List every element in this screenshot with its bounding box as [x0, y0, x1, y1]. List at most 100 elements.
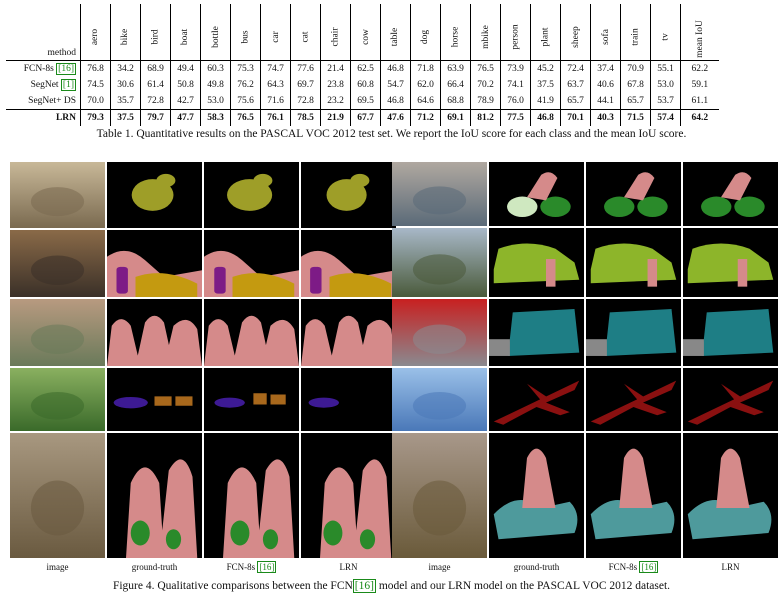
iou-cell: 50.8 [170, 77, 201, 93]
mean-iou-cell: 64.2 [679, 109, 719, 126]
left-people-fcn8s [204, 299, 299, 366]
right-cyclist-image [392, 162, 487, 226]
figure-caption-cite[interactable]: [16] [352, 579, 376, 593]
iou-cell: 71.8 [410, 60, 441, 77]
left-bikers-lrn [301, 433, 396, 558]
iou-cell: 30.6 [110, 77, 141, 93]
iou-cell: 57.4 [650, 109, 681, 126]
iou-cell: 71.2 [410, 109, 441, 126]
iou-cell: 74.1 [500, 77, 531, 93]
right-aeroplane-image [392, 368, 487, 431]
citation-link[interactable]: [16] [56, 63, 76, 75]
class-header-sofa: sofa [590, 4, 621, 61]
class-header-label: bird [150, 29, 161, 45]
left-bikers-image [10, 433, 105, 558]
iou-cell: 60.8 [350, 77, 381, 93]
iou-cell: 73.9 [500, 60, 531, 77]
iou-cell: 78.9 [470, 93, 501, 110]
mean-iou-header-label: mean IoU [694, 20, 705, 58]
class-header-sheep: sheep [560, 4, 591, 61]
figure-caption: Figure 4. Qualitative comparisons betwee… [0, 579, 783, 593]
column-label: image [392, 562, 487, 572]
iou-cell: 58.3 [200, 109, 231, 126]
column-label-text: FCN-8s [226, 562, 256, 572]
citation-link[interactable]: [16] [639, 561, 659, 573]
class-header-train: train [620, 4, 651, 61]
class-header-label: boat [180, 28, 191, 46]
iou-cell: 61.4 [140, 77, 171, 93]
iou-cell: 53.0 [200, 93, 231, 110]
iou-cell: 77.6 [290, 60, 321, 77]
right-aeroplane-lrn [683, 368, 778, 431]
class-header-label: cow [360, 29, 371, 45]
left-dining-table-image [10, 230, 105, 297]
iou-cell: 78.5 [290, 109, 321, 126]
table-row: FCN-8s [16] 76.8 34.2 68.9 49.4 60.3 75.3 74.7 7… [6, 60, 719, 77]
iou-cell: 23.2 [320, 93, 351, 110]
column-label-text: FCN-8s [608, 562, 638, 572]
citation-link[interactable]: [16] [257, 561, 277, 573]
table-header-row: method aero bike bird boat bottle bus car cat ch… [6, 4, 719, 61]
iou-cell: 47.6 [380, 109, 411, 126]
right-aeroplane-ground-truth [489, 368, 584, 431]
method-name: FCN-8s [23, 64, 54, 74]
left-people-image [10, 299, 105, 366]
column-label-text: ground-truth [513, 562, 560, 572]
iou-cell: 69.5 [350, 93, 381, 110]
iou-cell: 53.7 [650, 93, 681, 110]
left-cows-lrn [301, 368, 396, 431]
left-bird-image [10, 162, 105, 228]
class-header-person: person [500, 4, 531, 61]
iou-cell: 34.2 [110, 60, 141, 77]
figure-caption-pre: Figure 4. Qualitative comparisons betwee… [112, 580, 353, 592]
column-label-text: image [428, 562, 451, 572]
class-header-horse: horse [440, 4, 471, 61]
table-caption: Table 1. Quantitative results on the PAS… [96, 128, 687, 140]
results-table-container: method aero bike bird boat bottle bus car cat ch… [0, 0, 783, 126]
iou-cell: 49.8 [200, 77, 231, 93]
column-label: FCN-8s [16] [204, 561, 299, 573]
iou-cell: 63.9 [440, 60, 471, 77]
iou-cell: 70.9 [620, 60, 651, 77]
method-cell: SegNet+ DS [6, 93, 81, 110]
table-row: SegNet [1] 74.5 30.6 61.4 50.8 49.8 76.2 64.3 69… [6, 77, 719, 93]
column-label: ground-truth [489, 562, 584, 572]
column-label: FCN-8s [16] [586, 561, 681, 573]
qualitative-figure [10, 162, 778, 558]
right-motorbike-fcn8s [586, 433, 681, 558]
iou-cell: 37.4 [590, 60, 621, 77]
class-header-label: tv [660, 33, 671, 41]
class-header-cat: cat [290, 4, 321, 61]
left-dining-table-fcn8s [204, 230, 299, 297]
class-header-label: aero [90, 28, 101, 46]
iou-cell: 44.1 [590, 93, 621, 110]
table-row: LRN 79.3 37.5 79.7 47.7 58.3 76.5 76.1 78.5 21.9 6… [6, 109, 719, 126]
class-header-bird: bird [140, 4, 171, 61]
citation-link[interactable]: [1] [60, 79, 76, 91]
left-bird-ground-truth [107, 162, 202, 228]
mean-iou-header: mean IoU [679, 4, 719, 61]
right-cyclist-fcn8s [586, 162, 681, 226]
mean-iou-cell: 62.2 [679, 60, 719, 77]
class-header-boat: boat [170, 4, 201, 61]
iou-cell: 70.0 [80, 93, 111, 110]
iou-cell: 71.6 [260, 93, 291, 110]
class-header-tv: tv [650, 4, 681, 61]
iou-cell: 21.9 [320, 109, 351, 126]
class-header-plant: plant [530, 4, 561, 61]
left-dining-table-lrn [301, 230, 396, 297]
right-motorbike-image [392, 433, 487, 558]
results-table: method aero bike bird boat bottle bus car cat ch… [6, 4, 719, 126]
class-header-label: car [270, 31, 281, 43]
class-header-chair: chair [320, 4, 351, 61]
iou-cell: 70.1 [560, 109, 591, 126]
iou-cell: 54.7 [380, 77, 411, 93]
right-cyclist-lrn [683, 162, 778, 226]
right-bus-ground-truth [489, 299, 584, 366]
iou-cell: 71.5 [620, 109, 651, 126]
iou-cell: 49.4 [170, 60, 201, 77]
class-header-label: plant [540, 27, 551, 47]
iou-cell: 76.2 [230, 77, 261, 93]
iou-cell: 76.1 [260, 109, 291, 126]
mean-iou-cell: 59.1 [679, 77, 719, 93]
